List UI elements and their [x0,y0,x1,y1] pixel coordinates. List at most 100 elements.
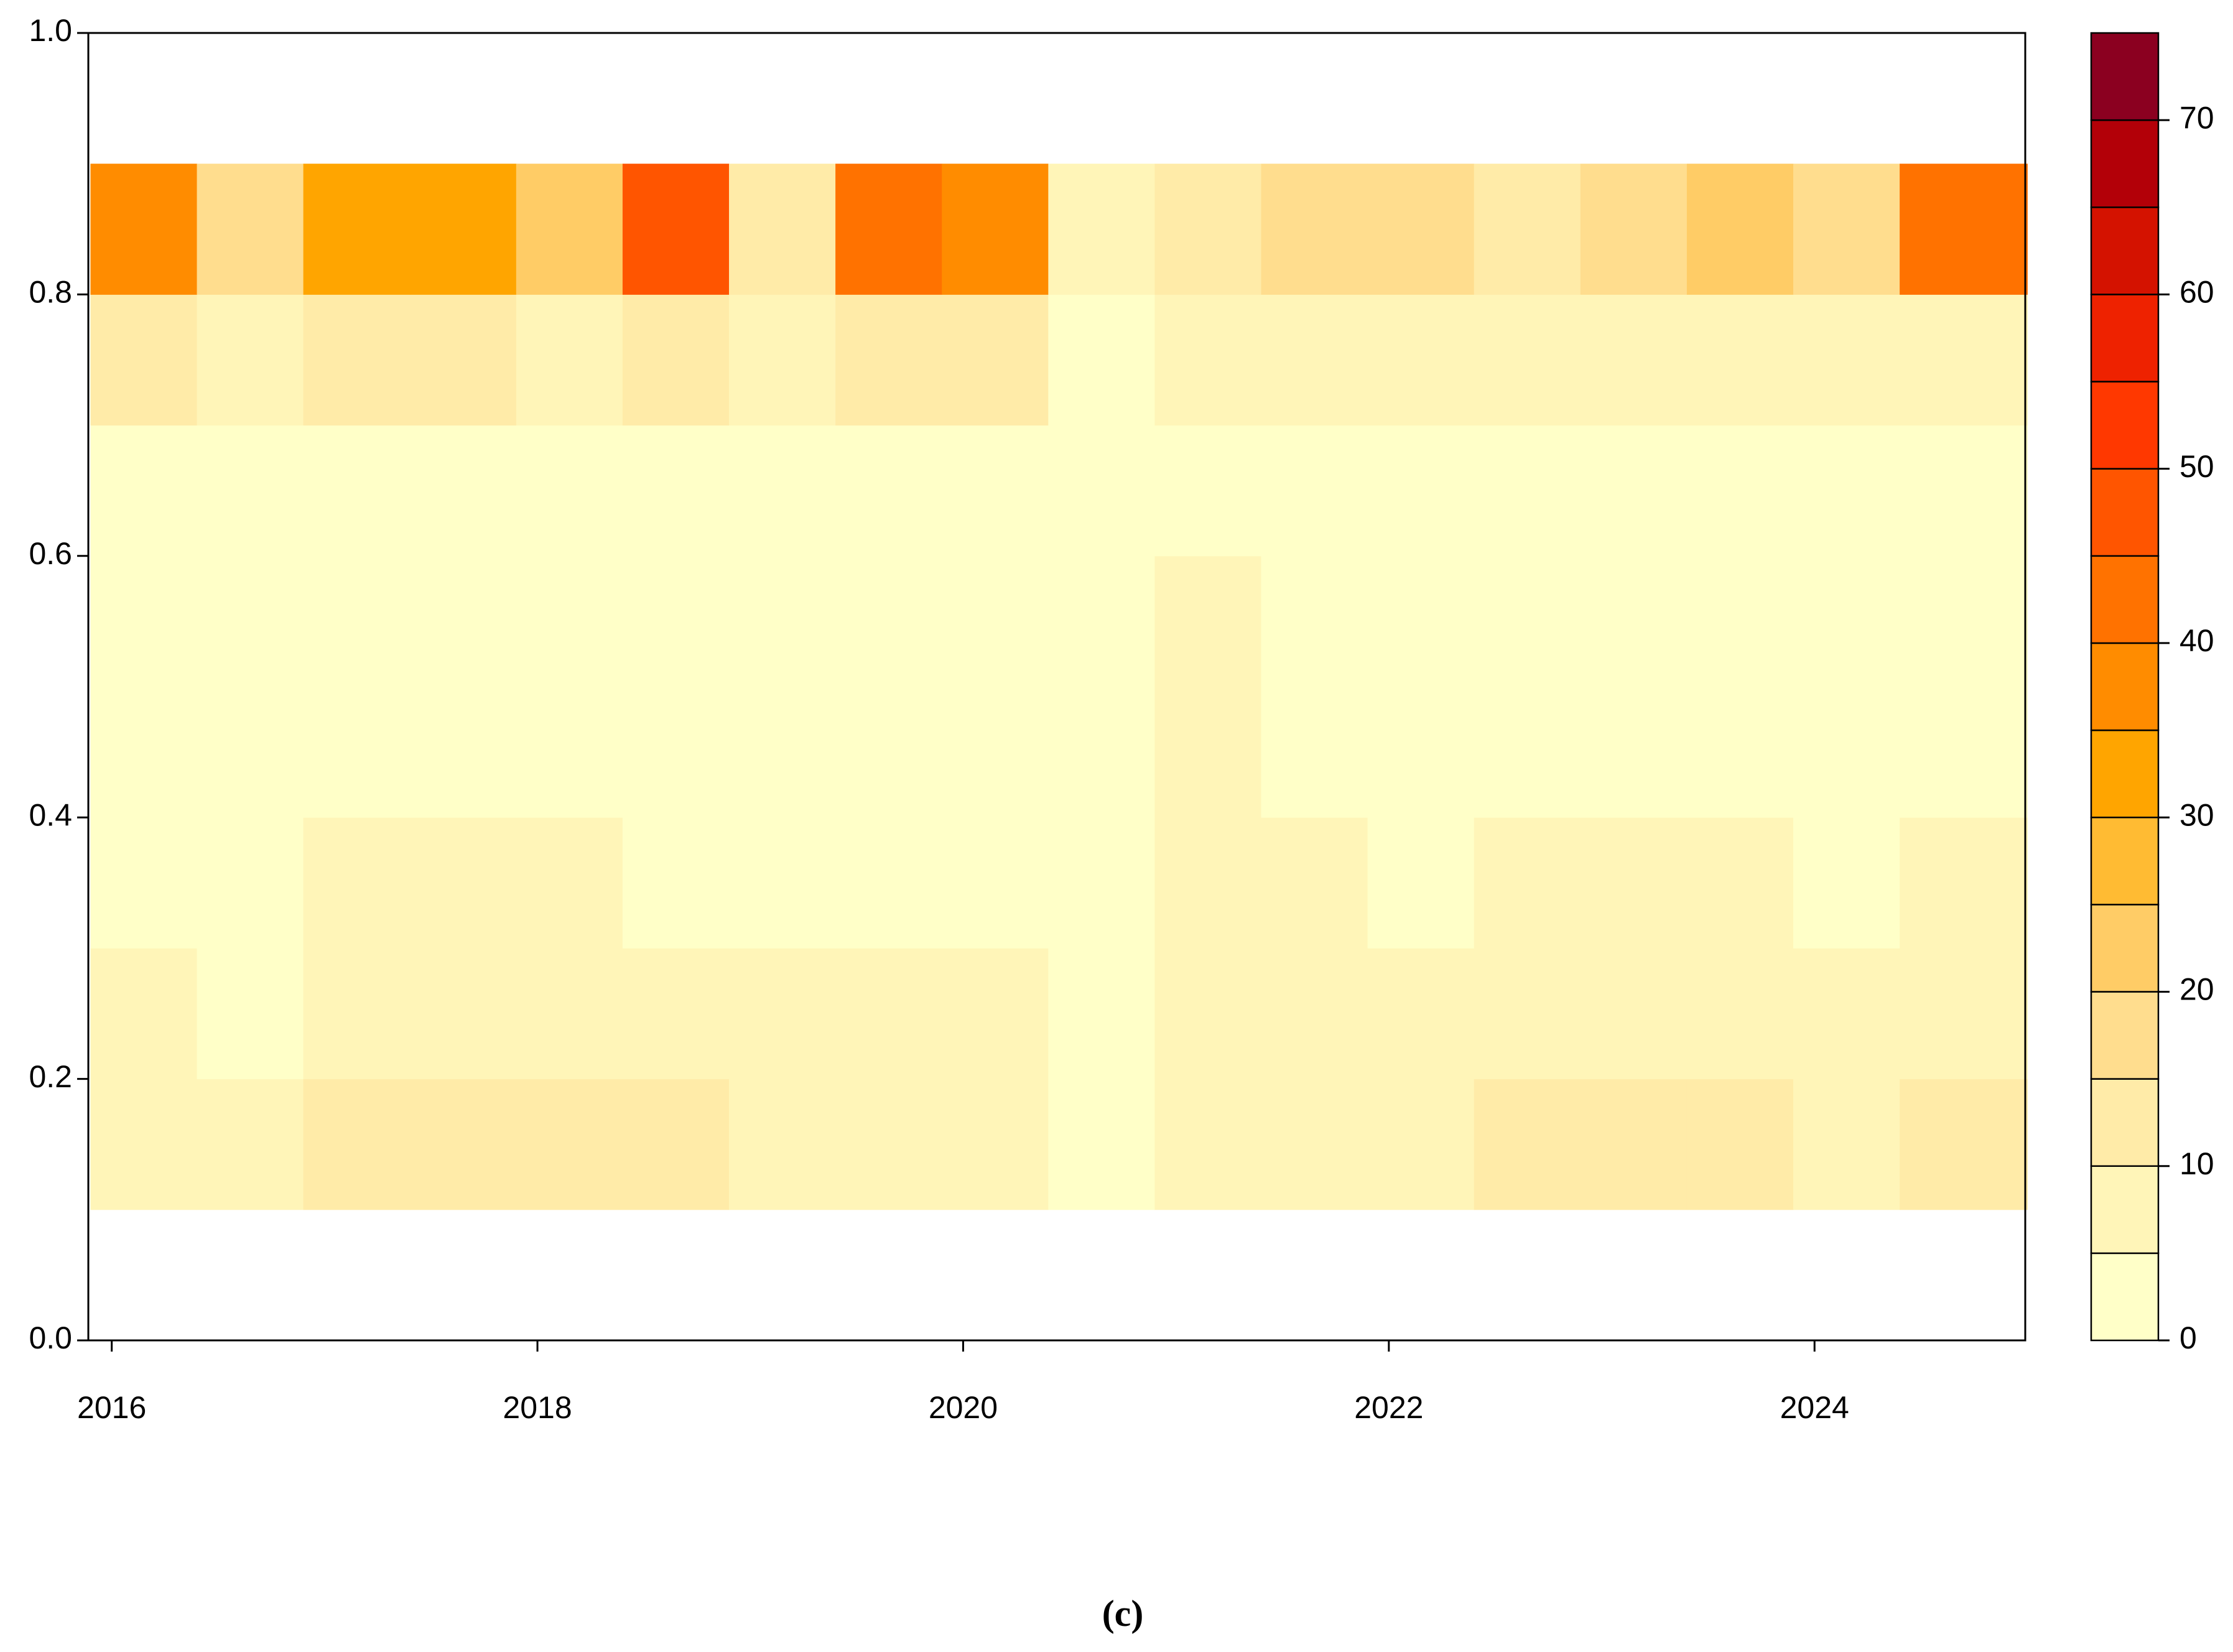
heat-cell [1686,817,1794,949]
heat-cell [409,164,517,295]
heat-cell [622,294,730,426]
heat-cell [835,164,942,295]
heat-cell [197,687,304,818]
heat-cell [197,555,304,687]
colorbar-band [2090,904,2160,993]
heat-cell [729,425,836,557]
colorbar-tick-label: 70 [2180,100,2214,135]
heat-cell [90,948,198,1080]
heat-cell [303,817,411,949]
heat-cell [90,294,198,426]
heat-cell [1048,555,1155,687]
x-tick-label: 2024 [1780,1390,1849,1425]
heat-cell [622,687,730,818]
heat-cell [835,687,942,818]
heat-cell [835,817,942,949]
heat-cell [622,164,730,295]
colorbar-tick-label: 40 [2180,623,2214,658]
heat-cell [1154,1079,1262,1210]
heat-cell [1154,555,1262,687]
heat-cell [1367,294,1475,426]
heat-cell [1474,294,1581,426]
heat-cell [1793,294,1900,426]
heat-cell [1793,817,1900,949]
heat-cell [516,687,623,818]
heat-cell [516,555,623,687]
colorbar-tick-label: 50 [2180,449,2214,484]
heat-cell [1686,425,1794,557]
colorbar-band [2090,642,2160,731]
heat-cell [90,164,198,295]
colorbar-band [2090,729,2160,819]
heat-cell [1900,425,2028,557]
heat-cell [942,164,1049,295]
heat-cell [1048,948,1155,1080]
heat-cell [622,817,730,949]
heat-cell [1474,425,1581,557]
heat-cell [1154,425,1262,557]
heat-cell [1580,555,1688,687]
y-tick-label: 1.0 [29,13,72,48]
heatmap-cells [90,164,2028,1210]
heat-cell [1367,164,1475,295]
heat-cell [303,164,411,295]
heat-cell [303,294,411,426]
heat-cell [516,164,623,295]
heat-cell [622,555,730,687]
heat-cell [1154,294,1262,426]
heat-cell [729,1079,836,1210]
colorbar-band [2090,381,2160,470]
heat-cell [729,817,836,949]
heat-cell [1367,948,1475,1080]
heat-cell [409,294,517,426]
heat-cell [1793,1079,1900,1210]
heat-cell [942,294,1049,426]
heat-cell [622,1079,730,1210]
heat-cell [516,948,623,1080]
heat-cell [1900,687,2028,818]
heat-cell [1154,687,1262,818]
heat-cell [197,948,304,1080]
heat-cell [1261,555,1368,687]
heat-cell [516,1079,623,1210]
heat-cell [1367,817,1475,949]
y-tick-label: 0.4 [29,797,72,832]
heat-cell [1474,817,1581,949]
heat-cell [1900,1079,2028,1210]
heat-cell [1793,687,1900,818]
heat-cell [197,1079,304,1210]
heat-cell [1793,948,1900,1080]
heat-cell [1474,1079,1581,1210]
heat-cell [90,687,198,818]
caption: (c) [1102,1593,1144,1634]
colorbar-band [2090,555,2160,644]
y-tick-label: 0.6 [29,536,72,571]
heat-cell [942,817,1049,949]
heat-cell [90,817,198,949]
heat-cell [409,1079,517,1210]
colorbar-band [2090,32,2160,121]
heat-cell [409,425,517,557]
heat-cell [1154,164,1262,295]
heat-cell [1900,294,2028,426]
colorbar-tick-label: 30 [2180,797,2214,832]
y-tick-label: 0.2 [29,1059,72,1094]
heat-cell [409,817,517,949]
heat-cell [1261,164,1368,295]
y-tick-label: 0.8 [29,275,72,310]
y-tick-label: 0.0 [29,1320,72,1355]
heat-cell [622,948,730,1080]
heat-cell [1580,1079,1688,1210]
heat-cell [1580,948,1688,1080]
heat-cell [1261,817,1368,949]
heat-cell [1900,948,2028,1080]
heat-cell [90,555,198,687]
heat-cell [835,1079,942,1210]
heat-cell [1580,425,1688,557]
colorbar-band [2090,294,2160,383]
heat-cell [1474,164,1581,295]
heat-cell [1261,948,1368,1080]
colorbar-tick-label: 20 [2180,972,2214,1007]
heat-cell [942,687,1049,818]
